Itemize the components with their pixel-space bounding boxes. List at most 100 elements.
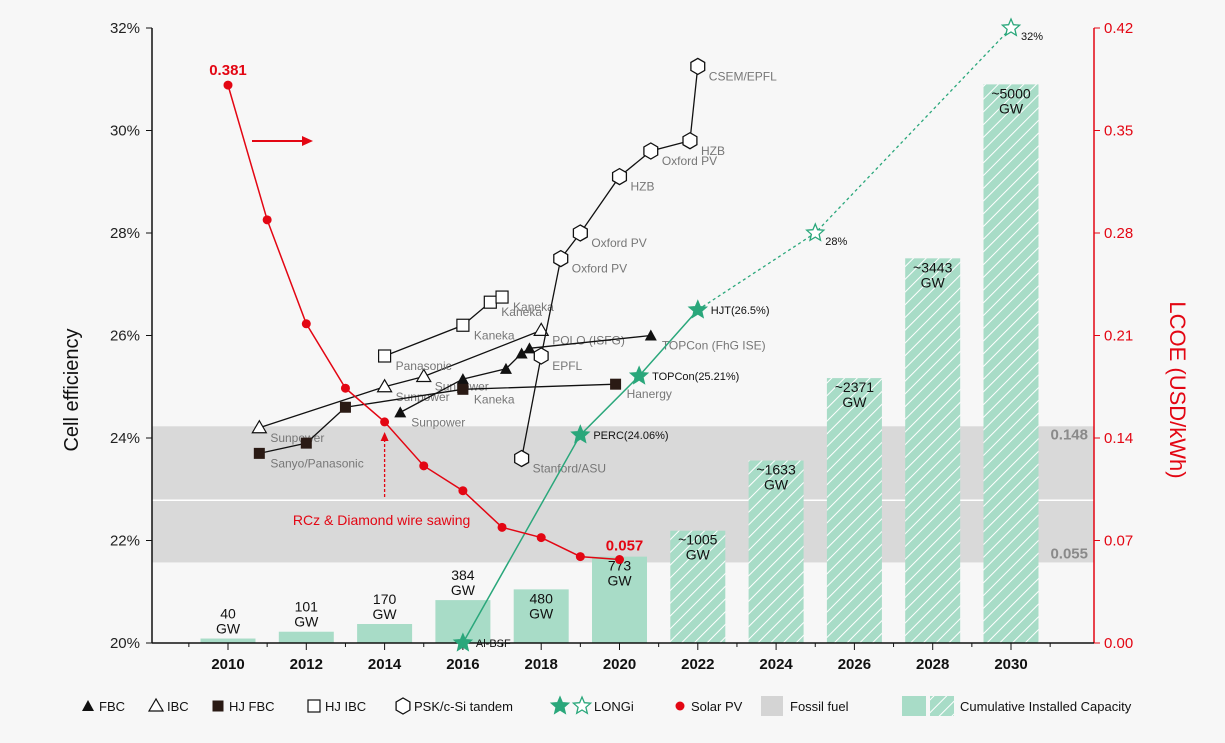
legend-hjfbc-marker bbox=[212, 700, 224, 712]
solar-pv-end-value: 0.057 bbox=[606, 538, 644, 555]
capacity-bar-value: ~5000 bbox=[991, 85, 1031, 101]
y-left-tick-label: 22% bbox=[110, 533, 140, 550]
legend-label-longi: LONGi bbox=[594, 699, 634, 714]
series-hj_ibc-label: Kaneka bbox=[501, 305, 542, 319]
series-ibc-point bbox=[533, 322, 550, 336]
capacity-bar-unit: GW bbox=[686, 547, 711, 563]
capacity-bar-unit: GW bbox=[294, 614, 319, 630]
series-tandem-label: Stanford/ASU bbox=[533, 462, 606, 476]
series-tandem-point bbox=[533, 347, 549, 365]
series-tandem-label: HZB bbox=[701, 144, 725, 158]
legend-label-ibc: IBC bbox=[167, 699, 189, 714]
series-longi-label: TOPCon(25.21%) bbox=[652, 371, 739, 383]
capacity-bar-2018 bbox=[513, 589, 569, 643]
annotation-text: RCz & Diamond wire sawing bbox=[293, 512, 470, 528]
legend-label-hjfbc: HJ FBC bbox=[229, 699, 275, 714]
capacity-bar-value: 170 bbox=[373, 591, 397, 607]
y-right-tick-label: 0.00 bbox=[1104, 635, 1133, 652]
x-tick-label: 2022 bbox=[681, 656, 714, 673]
series-hj_ibc-point bbox=[378, 349, 392, 363]
series-hj_fbc-label: Hanergy bbox=[627, 387, 672, 401]
x-tick-label: 2010 bbox=[211, 656, 244, 673]
series-tandem-label: EPFL bbox=[552, 359, 582, 373]
x-tick-label: 2028 bbox=[916, 656, 949, 673]
series-fbc-point bbox=[499, 362, 512, 374]
series-tandem-point bbox=[611, 167, 628, 186]
series-ibc-point bbox=[376, 378, 393, 393]
series-fbc-point bbox=[644, 329, 657, 341]
series-hj_fbc-label: Sanyo/Panasonic bbox=[270, 456, 363, 470]
series-fbc-line bbox=[399, 334, 651, 413]
series-tandem-point bbox=[643, 142, 659, 160]
series-solar-pv-point bbox=[262, 215, 272, 225]
capacity-bar-unit: GW bbox=[216, 621, 241, 637]
series-ibc-label: Sunpower bbox=[270, 431, 324, 445]
capacity-bar-unit: GW bbox=[451, 582, 476, 598]
series-longi-point bbox=[628, 365, 650, 385]
series-solar-pv-point bbox=[615, 555, 624, 565]
series-tandem-point bbox=[572, 224, 588, 242]
series-solar-pv-point bbox=[380, 417, 390, 427]
capacity-bar-2012 bbox=[278, 631, 334, 643]
capacity-bar-2022 bbox=[670, 530, 726, 643]
capacity-bar-unit: GW bbox=[373, 606, 398, 622]
capacity-bar-2030 bbox=[983, 84, 1039, 643]
capacity-bar-unit: GW bbox=[999, 100, 1024, 116]
legend-label-fossil: Fossil fuel bbox=[790, 699, 849, 714]
y-axis-left-title: Cell efficiency bbox=[61, 328, 83, 451]
series-solar-pv-point bbox=[340, 383, 350, 393]
legend-label-hjibc: HJ IBC bbox=[325, 699, 366, 714]
series-tandem-label: HZB bbox=[631, 180, 655, 194]
series-longi-point bbox=[452, 632, 474, 652]
capacity-bar-value: ~1005 bbox=[678, 532, 718, 548]
capacity-bar-unit: GW bbox=[607, 573, 632, 589]
series-tandem-label: Oxford PV bbox=[591, 236, 646, 250]
y-axis-right-title: LCOE (USD/kWh) bbox=[1165, 301, 1190, 478]
legend-fbc-marker bbox=[82, 700, 94, 711]
series-hj_fbc-point bbox=[253, 447, 265, 459]
y-right-tick-label: 0.42 bbox=[1104, 20, 1133, 37]
legend-label-fbc: FBC bbox=[99, 699, 125, 714]
series-tandem-label: Oxford PV bbox=[662, 154, 717, 168]
capacity-bars-layer: 40GW101GW170GW384GW480GW773GW~1005GW~163… bbox=[200, 84, 1039, 643]
capacity-bar-unit: GW bbox=[921, 274, 946, 290]
series-longi-label: Al-BSF bbox=[476, 638, 511, 650]
x-tick-label: 2014 bbox=[368, 656, 402, 673]
series-longi-projected-label: 32% bbox=[1021, 31, 1043, 43]
y-right-tick-label: 0.28 bbox=[1104, 225, 1133, 242]
x-tick-label: 2018 bbox=[525, 656, 558, 673]
capacity-bar-2014 bbox=[357, 624, 413, 643]
capacity-bar-value: 480 bbox=[530, 590, 554, 606]
legend-solar-marker bbox=[675, 701, 685, 711]
y-left-tick-label: 26% bbox=[110, 328, 140, 345]
series-tandem-point bbox=[690, 57, 706, 76]
capacity-bar-2026 bbox=[826, 378, 882, 643]
series-hj_fbc-point bbox=[457, 383, 469, 395]
legend-label-solar: Solar PV bbox=[691, 699, 743, 714]
series-ibc-line bbox=[259, 329, 542, 429]
x-tick-label: 2026 bbox=[838, 656, 871, 673]
series-hj_ibc-label: Panasonic bbox=[396, 359, 452, 373]
series-fbc-point bbox=[523, 342, 536, 354]
legend-longi-marker bbox=[549, 695, 571, 715]
solar-pv-start-value: 0.381 bbox=[209, 62, 247, 79]
capacity-bar-2024 bbox=[748, 460, 804, 643]
fossil-band-low-label: 0.055 bbox=[1050, 545, 1088, 562]
series-hj_ibc-label: Kaneka bbox=[474, 328, 515, 342]
right-axis-arrow-head bbox=[302, 136, 313, 146]
x-tick-label: 2012 bbox=[290, 656, 323, 673]
series-fbc-label: TOPCon (FhG ISE) bbox=[662, 339, 766, 353]
series-solar-pv-point bbox=[536, 533, 546, 543]
series-fbc-point bbox=[456, 373, 469, 385]
legend-ibc-marker bbox=[147, 697, 165, 712]
series-solar-pv-point bbox=[458, 486, 468, 496]
capacity-bar-value: 40 bbox=[220, 606, 236, 622]
capacity-bar-unit: GW bbox=[529, 605, 554, 621]
x-tick-label: 2016 bbox=[446, 656, 479, 673]
series-hj_ibc-point bbox=[483, 295, 497, 309]
series-longi-line bbox=[462, 309, 699, 644]
legend-capacity-projected-swatch bbox=[930, 696, 954, 716]
series-hj_ibc-label: Kaneka bbox=[513, 300, 554, 314]
legend-label-tandem: PSK/c-Si tandem bbox=[414, 699, 513, 714]
series-solar-pv-point bbox=[301, 319, 311, 329]
